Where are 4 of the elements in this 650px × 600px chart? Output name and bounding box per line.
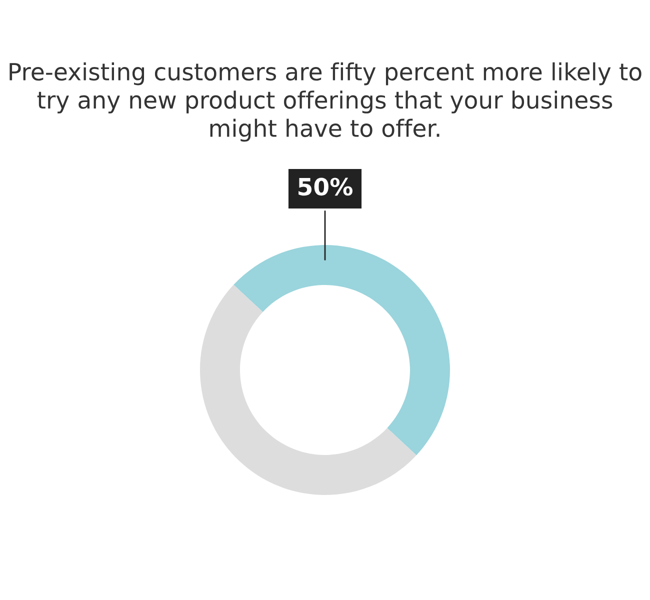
donut-slice <box>200 284 416 495</box>
chart-title: Pre-existing customers are fifty percent more likely to try any new product offerings that your business might have to offer. <box>10 62 642 142</box>
donut-slice <box>234 245 450 456</box>
data-label: 50% <box>298 178 353 196</box>
